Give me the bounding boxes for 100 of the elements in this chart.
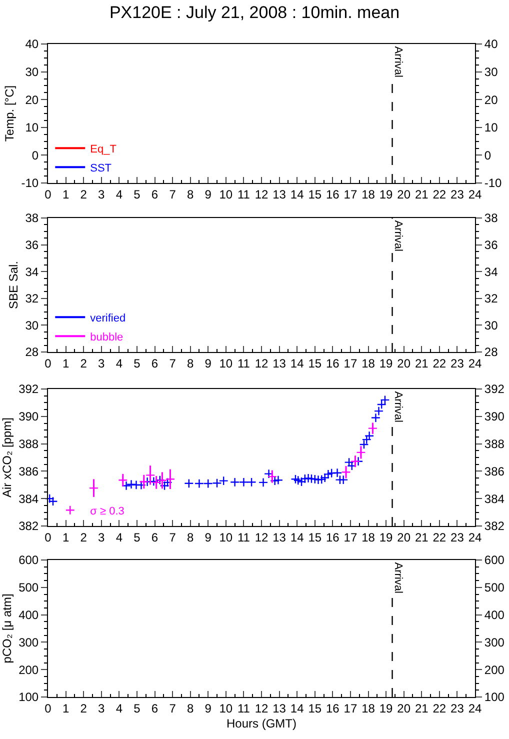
ref-line-label: Arrival <box>392 391 404 422</box>
x-tick-label: 4 <box>116 701 123 716</box>
y2-tick-label: 32 <box>484 292 498 306</box>
x-tick-label: 22 <box>432 701 446 716</box>
y2-tick-label: 34 <box>484 264 498 279</box>
chart-title: PX120E : July 21, 2008 : 10min. mean <box>109 2 400 22</box>
x-tick-label: 8 <box>186 530 194 544</box>
x-tick-label: 24 <box>468 356 482 370</box>
legend-label: SST <box>90 162 112 174</box>
x-tick-label: 15 <box>308 356 322 370</box>
y2-tick-label: 388 <box>484 437 505 451</box>
x-tick-label: 10 <box>219 356 233 370</box>
ref-line-label: Arrival <box>392 220 404 252</box>
x-tick-label: 20 <box>397 356 411 370</box>
x-tick-label: 6 <box>151 356 158 370</box>
y-tick-label: -10 <box>21 176 39 190</box>
ref-line-label: Arrival <box>392 46 404 78</box>
y-axis-title: SBE Sal. <box>6 260 21 310</box>
y-tick-label: 0 <box>32 148 39 162</box>
x-tick-label: 6 <box>151 187 158 202</box>
y2-tick-label: 28 <box>484 345 498 360</box>
x-tick-label: 20 <box>397 701 411 716</box>
legend-label: Eq_T <box>90 143 117 156</box>
y-axis-title: Air xCO₂ [ppm] <box>0 417 14 498</box>
y-axis-title: pCO₂ [μ atm] <box>0 594 14 664</box>
x-tick-label: 6 <box>151 530 158 544</box>
x-tick-label: 24 <box>468 530 482 544</box>
y-tick-label: 386 <box>18 464 39 478</box>
x-tick-label: 18 <box>362 356 376 370</box>
x-tick-label: 3 <box>98 187 106 202</box>
x-tick-label: 3 <box>98 701 106 716</box>
x-tick-label: 22 <box>432 187 446 202</box>
legend-label: bubble <box>90 331 124 344</box>
x-tick-label: 24 <box>468 701 482 716</box>
y-tick-label: 200 <box>18 662 39 677</box>
x-tick-label: 13 <box>272 701 286 716</box>
x-tick-label: 0 <box>44 187 52 202</box>
y-tick-label: 384 <box>18 492 39 506</box>
y2-tick-label: 0 <box>484 148 492 162</box>
x-tick-label: 12 <box>254 701 268 716</box>
x-tick-label: 18 <box>362 530 376 544</box>
y2-tick-label: 36 <box>484 238 498 252</box>
x-tick-label: 3 <box>98 356 106 370</box>
y-tick-label: 30 <box>25 65 39 79</box>
y-tick-label: 400 <box>18 608 39 622</box>
x-tick-label: 23 <box>450 356 464 370</box>
x-tick-label: 23 <box>450 187 464 202</box>
x-tick-label: 21 <box>414 187 429 202</box>
legend-label: σ ≥ 0.3 <box>90 505 124 518</box>
x-tick-label: 1 <box>62 701 70 716</box>
x-tick-label: 12 <box>254 187 268 202</box>
x-tick-label: 1 <box>62 530 70 544</box>
y-tick-label: 392 <box>18 382 39 396</box>
y-tick-label: 38 <box>25 211 39 226</box>
x-tick-label: 8 <box>186 187 194 202</box>
legend-label: verified <box>90 312 126 324</box>
y-tick-label: 28 <box>25 345 39 360</box>
x-tick-label: 19 <box>379 530 394 544</box>
x-tick-label: 4 <box>116 530 123 544</box>
x-tick-label: 20 <box>397 530 411 544</box>
y-tick-label: 600 <box>18 553 39 568</box>
x-tick-label: 9 <box>204 356 212 370</box>
x-tick-label: 12 <box>254 530 268 544</box>
y-tick-label: 382 <box>18 519 39 534</box>
x-tick-label: 6 <box>151 701 158 716</box>
ref-line-label: Arrival <box>392 562 404 594</box>
x-tick-label: 5 <box>134 187 141 202</box>
x-tick-label: 1 <box>62 356 70 370</box>
x-tick-label: 21 <box>414 356 429 370</box>
x-tick-label: 2 <box>80 356 88 370</box>
y-tick-label: 390 <box>18 410 39 424</box>
x-tick-label: 3 <box>98 530 106 544</box>
x-tick-label: 10 <box>219 530 233 544</box>
x-tick-label: 7 <box>169 187 176 202</box>
y-tick-label: 100 <box>18 690 39 704</box>
y-tick-label: 10 <box>25 120 39 135</box>
y2-tick-label: 386 <box>484 464 505 478</box>
y2-tick-label: 390 <box>484 410 505 424</box>
x-tick-label: 14 <box>290 356 304 370</box>
x-tick-label: 14 <box>290 530 304 544</box>
x-tick-label: 8 <box>186 701 194 716</box>
y-axis-title: Temp. [°C] <box>2 85 17 142</box>
y-tick-label: 36 <box>25 238 39 252</box>
x-tick-label: 17 <box>344 530 358 544</box>
x-tick-label: 18 <box>362 187 376 202</box>
y2-tick-label: -10 <box>484 176 502 190</box>
x-tick-label: 13 <box>272 530 286 544</box>
x-tick-label: 22 <box>432 530 446 544</box>
x-tick-label: 16 <box>326 356 340 370</box>
y2-tick-label: 10 <box>484 120 498 135</box>
y-tick-label: 32 <box>25 292 39 306</box>
x-tick-label: 5 <box>134 701 141 716</box>
y2-tick-label: 30 <box>484 318 498 332</box>
y2-tick-label: 200 <box>484 662 505 677</box>
x-tick-label: 11 <box>237 187 250 202</box>
x-tick-label: 15 <box>308 187 322 202</box>
x-tick-label: 9 <box>204 701 212 716</box>
x-tick-label: 5 <box>134 530 141 544</box>
x-tick-label: 13 <box>272 356 286 370</box>
x-tick-label: 21 <box>414 701 429 716</box>
